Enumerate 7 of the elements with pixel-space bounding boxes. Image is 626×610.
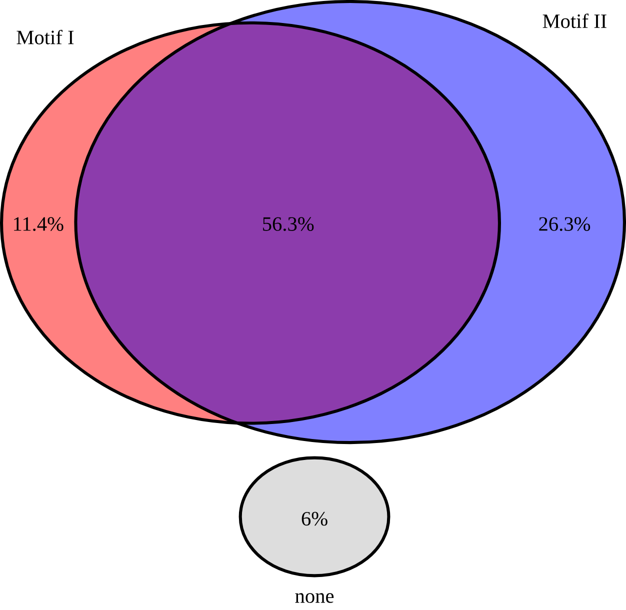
text: Motif I [16, 30, 74, 44]
data-label: 11.4% [14, 217, 64, 232]
data-label: 56.3% [263, 217, 314, 232]
text: Motif II [542, 14, 606, 28]
category-label: none [295, 593, 334, 604]
data-label: 6% [302, 512, 328, 526]
data-label: 26.3% [539, 217, 590, 232]
